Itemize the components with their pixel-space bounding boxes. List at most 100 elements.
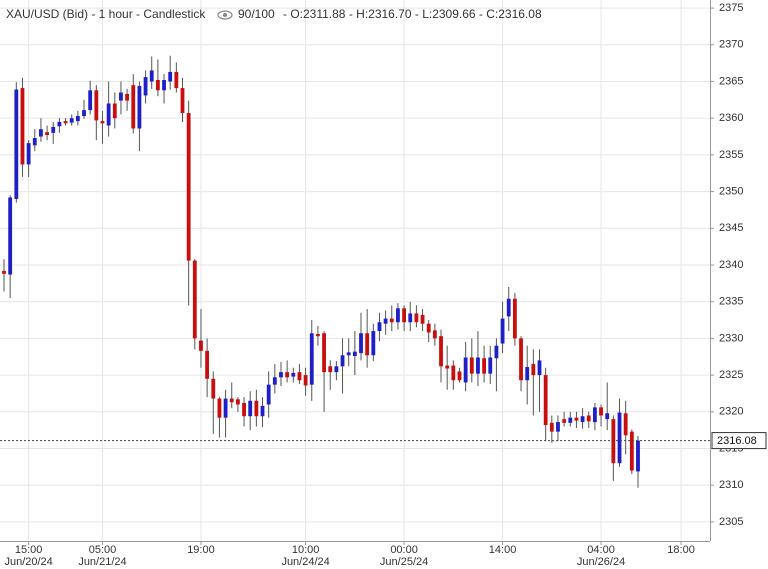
- candle-body: [168, 71, 173, 82]
- candle-body: [414, 313, 419, 323]
- candle-body: [334, 366, 339, 373]
- y-tick-label: 2330: [719, 332, 743, 344]
- y-tick-label: 2355: [719, 149, 743, 161]
- candle-body: [32, 138, 37, 146]
- candle-body: [494, 345, 499, 359]
- candle-body: [119, 92, 123, 101]
- candle-body: [279, 372, 283, 378]
- candle-body: [272, 377, 277, 385]
- candle-body: [211, 378, 216, 399]
- y-tick-label: 2310: [719, 479, 743, 491]
- candle-body: [180, 88, 185, 114]
- candle-body: [457, 371, 462, 381]
- candle-body: [396, 308, 400, 323]
- candle-body: [143, 77, 148, 96]
- candle-body: [617, 412, 622, 464]
- candle-body: [8, 197, 13, 275]
- candle-body: [82, 110, 86, 116]
- candle-body: [75, 115, 80, 122]
- candle-body: [137, 85, 142, 129]
- x-tick-date: Jun/25/24: [380, 556, 428, 568]
- candle-body: [94, 90, 99, 121]
- candle-body: [420, 314, 425, 324]
- candle-body: [439, 336, 443, 367]
- candle-body: [371, 331, 376, 356]
- x-tick-label: 04:00: [587, 544, 615, 556]
- candle-body: [346, 352, 351, 356]
- candle-body: [525, 367, 530, 381]
- y-tick-label: 2375: [719, 2, 743, 14]
- candle-body: [2, 270, 6, 274]
- candle-body: [543, 375, 548, 426]
- candle-body: [482, 358, 487, 374]
- x-tick-date: Jun/21/24: [78, 556, 126, 568]
- candle-body: [316, 333, 320, 337]
- candle-body: [242, 402, 246, 417]
- candle-body: [352, 351, 357, 357]
- y-tick-label: 2335: [719, 296, 743, 308]
- candle-body: [562, 419, 567, 423]
- candle-body: [235, 399, 240, 405]
- x-tick-date: Jun/24/24: [281, 556, 329, 568]
- x-tick-label: 05:00: [89, 544, 117, 556]
- candle-body: [377, 322, 382, 332]
- candle-body: [297, 372, 302, 381]
- candle-body: [488, 357, 493, 374]
- candle-body: [340, 355, 345, 367]
- candle-body: [229, 398, 234, 403]
- candle-body: [365, 333, 370, 356]
- candle-body: [500, 318, 505, 344]
- candle-body: [586, 415, 591, 422]
- candle-body: [476, 357, 480, 374]
- candle-body: [162, 80, 166, 91]
- candle-body: [39, 129, 43, 137]
- candle-body: [192, 260, 197, 339]
- candles: [2, 55, 640, 488]
- candle-body: [309, 333, 314, 385]
- y-tick-label: 2365: [719, 75, 743, 87]
- grid: [0, 0, 710, 541]
- x-tick-date: Jun/26/24: [577, 556, 625, 568]
- candle-body: [131, 85, 136, 129]
- candle-body: [106, 103, 111, 126]
- candle-body: [63, 121, 68, 124]
- y-tick-label: 2305: [719, 516, 743, 528]
- candle-body: [322, 333, 326, 373]
- chart-title: XAU/USD (Bid) - 1 hour - Candlestick: [6, 7, 206, 21]
- candle-body: [254, 400, 259, 417]
- ohlc-text: - O:2311.88 - H:2316.70 - L:2309.66 - C:…: [283, 7, 542, 21]
- visible-count: 90/100: [238, 7, 275, 21]
- candle-body: [623, 413, 628, 436]
- x-tick-label: 00:00: [390, 544, 418, 556]
- y-tick-label: 2360: [719, 112, 743, 124]
- candle-body: [155, 80, 160, 91]
- candle-body: [260, 405, 265, 417]
- y-tick-label: 2350: [719, 185, 743, 197]
- y-tick-label: 2345: [719, 222, 743, 234]
- candle-body: [580, 416, 585, 423]
- candle-body: [88, 90, 93, 111]
- candle-body: [537, 360, 542, 376]
- candle-body: [223, 398, 228, 418]
- x-tick-label: 14:00: [489, 544, 517, 556]
- candle-body: [303, 375, 308, 386]
- candle-body: [100, 121, 105, 124]
- candle-body: [611, 419, 616, 464]
- candle-body: [14, 89, 19, 199]
- candle-body: [389, 318, 394, 323]
- candle-body: [451, 365, 456, 381]
- candle-body: [512, 298, 517, 339]
- candle-body: [605, 413, 610, 420]
- candle-body: [285, 372, 290, 378]
- candle-body: [432, 330, 437, 339]
- candle-body: [445, 365, 450, 369]
- candle-body: [205, 350, 210, 379]
- x-tick-label: 10:00: [292, 544, 320, 556]
- candle-body: [149, 70, 154, 82]
- header: XAU/USD (Bid) - 1 hour - Candlestick 90/…: [6, 7, 542, 21]
- candle-body: [629, 431, 634, 471]
- y-tick-label: 2370: [719, 39, 743, 51]
- candle-body: [519, 338, 523, 381]
- candle-body: [291, 372, 296, 377]
